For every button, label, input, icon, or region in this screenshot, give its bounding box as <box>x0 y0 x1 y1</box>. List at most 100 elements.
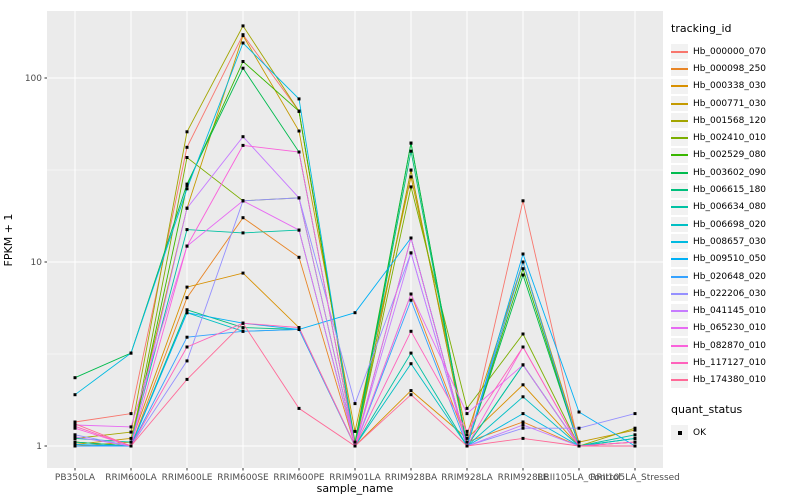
data-point <box>241 216 245 220</box>
data-point <box>353 444 357 448</box>
data-point <box>129 425 133 429</box>
data-point <box>521 332 525 336</box>
data-point <box>577 444 581 448</box>
data-point <box>129 440 133 444</box>
legend-line-icon <box>671 50 688 53</box>
data-point <box>409 389 413 393</box>
data-point <box>241 41 245 45</box>
legend-line-icon <box>671 85 688 88</box>
data-point <box>241 66 245 70</box>
y-tick-label: 1 <box>36 442 42 452</box>
data-point <box>633 412 637 416</box>
data-point <box>409 251 413 255</box>
legend: tracking_id Hb_000000_070 Hb_000098_250 Hb… <box>671 22 799 441</box>
data-point <box>353 402 357 406</box>
legend-line-icon <box>671 137 688 140</box>
legend-line-icon <box>671 258 688 261</box>
legend-key <box>671 286 688 302</box>
data-point <box>465 433 469 437</box>
legend-item-Hb_002410_010: Hb_002410_010 <box>671 129 799 146</box>
data-point <box>409 185 413 189</box>
data-point <box>521 345 525 349</box>
x-tick-label: PB350LA <box>55 473 96 483</box>
ok-legend-label: OK <box>693 427 706 438</box>
legend-item-Hb_006634_080: Hb_006634_080 <box>671 199 799 216</box>
legend-label: Hb_174380_010 <box>693 375 767 386</box>
x-tick-label: RRIM600LE <box>162 473 213 483</box>
data-point <box>409 149 413 153</box>
legend-line-icon <box>671 310 688 313</box>
legend-item-Hb_001568_120: Hb_001568_120 <box>671 112 799 129</box>
legend-label: Hb_000771_030 <box>693 98 767 109</box>
data-point <box>409 393 413 397</box>
legend-line-icon <box>671 292 688 295</box>
legend-label: Hb_065230_010 <box>693 323 767 334</box>
data-point <box>633 444 637 448</box>
data-point <box>465 406 469 410</box>
data-point <box>185 182 189 186</box>
x-tick-label: RRIM600LA <box>105 473 157 483</box>
chart-panel: 1 10 100 PB350LA RRIM600LA RRIM600LE RRIM600SE… <box>25 11 680 483</box>
legend-line-icon <box>671 119 688 122</box>
data-point <box>297 255 301 259</box>
legend-label: Hb_002529_080 <box>693 150 767 161</box>
data-point <box>185 311 189 315</box>
legend-label: Hb_006698_020 <box>693 219 767 230</box>
y-tick-label: 10 <box>31 258 43 268</box>
x-tick-label: RRIM928BA <box>385 473 438 483</box>
data-point <box>241 326 245 330</box>
data-point <box>297 326 301 330</box>
data-point <box>73 424 77 428</box>
legend-line-icon <box>671 275 688 278</box>
legend-label: Hb_009510_050 <box>693 254 767 265</box>
data-point <box>185 296 189 300</box>
data-point <box>185 156 189 159</box>
data-point <box>521 412 525 416</box>
ok-legend-key <box>671 425 688 441</box>
legend-key <box>671 113 688 129</box>
data-point <box>465 440 469 444</box>
data-point <box>409 175 413 179</box>
data-point <box>353 311 357 315</box>
data-point <box>297 406 301 410</box>
data-point <box>297 327 301 331</box>
data-point <box>185 206 189 210</box>
legend-label: Hb_117127_010 <box>693 357 767 368</box>
data-point <box>185 130 189 134</box>
data-point <box>633 433 637 437</box>
legend-line-icon <box>671 171 688 174</box>
data-point <box>185 377 189 381</box>
legend-label: Hb_000000_070 <box>693 46 767 57</box>
data-point <box>241 231 245 235</box>
data-point <box>633 436 637 440</box>
quant-ok-entry: OK <box>671 424 799 441</box>
data-point <box>185 335 189 339</box>
data-point <box>241 329 245 333</box>
data-point <box>241 135 245 139</box>
quant-status-legend-title: quant_status <box>671 402 743 416</box>
x-tick-label: RRIM928LE <box>498 473 549 483</box>
legend-item-Hb_000338_030: Hb_000338_030 <box>671 78 799 95</box>
data-point <box>73 433 77 437</box>
data-point <box>241 24 245 28</box>
data-point <box>409 298 413 302</box>
data-point <box>185 285 189 289</box>
legend-key <box>671 372 688 388</box>
legend-item-Hb_006698_020: Hb_006698_020 <box>671 216 799 233</box>
data-point <box>73 435 77 439</box>
data-point <box>633 426 637 430</box>
data-point <box>185 145 189 149</box>
legend-label: Hb_008657_030 <box>693 236 767 247</box>
data-point <box>409 236 413 240</box>
data-point <box>521 363 525 367</box>
legend-label: Hb_020648_020 <box>693 271 767 282</box>
data-point <box>633 440 637 444</box>
legend-line-icon <box>671 379 688 382</box>
data-point <box>521 426 525 430</box>
data-point <box>409 168 413 172</box>
legend-key <box>671 96 688 112</box>
data-point <box>521 260 525 264</box>
legend-key <box>671 217 688 233</box>
x-tick-label: RRIM901LA <box>329 473 381 483</box>
legend-line-icon <box>671 361 688 364</box>
